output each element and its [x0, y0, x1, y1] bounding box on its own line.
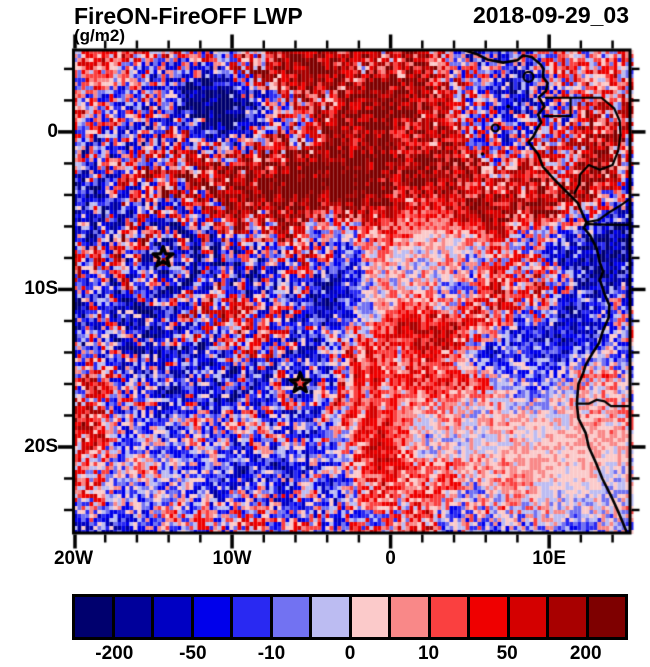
y-axis-tick-label: 10S [24, 278, 58, 300]
colorbar-cell [111, 597, 151, 637]
x-axis-tick-label: 0 [385, 548, 396, 569]
colorbar-cell [506, 597, 546, 637]
colorbar-cell [230, 597, 270, 637]
colorbar-cell [467, 597, 507, 637]
colorbar-cell [151, 597, 191, 637]
colorbar-cell [190, 597, 230, 637]
colorbar [72, 594, 628, 640]
colorbar-tick-label: 50 [496, 643, 518, 664]
x-axis-tick-label: 10E [532, 548, 567, 569]
colorbar-cell [309, 597, 349, 637]
colorbar-cell [348, 597, 388, 637]
colorbar-cell [75, 597, 112, 637]
colorbar-tick-label: 10 [417, 643, 440, 664]
plot-timestamp: 2018-09-29_03 [472, 2, 629, 28]
colorbar-tick-label: -10 [257, 643, 286, 664]
map-plot-canvas [0, 0, 650, 585]
marker-ascension-island [152, 246, 174, 268]
colorbar-cell [269, 597, 309, 637]
colorbar-cell [585, 597, 625, 637]
colorbar-tick-label: 0 [344, 643, 356, 664]
colorbar-cell [546, 597, 586, 637]
colorbar-tick-label: -200 [95, 643, 134, 664]
colorbar-cell [427, 597, 467, 637]
plot-title: FireON-FireOFF LWP [74, 3, 303, 29]
y-axis-tick-label: 20S [24, 435, 58, 457]
colorbar-cell [388, 597, 428, 637]
x-axis-tick-label: 10W [212, 548, 252, 569]
marker-st-helena [289, 372, 311, 394]
colorbar-tick-label: 200 [569, 643, 602, 664]
x-axis-tick-label: 20W [53, 548, 94, 569]
colorbar-tick-label: -50 [179, 643, 207, 664]
y-axis-tick-label: 0 [47, 120, 58, 142]
units-label: (g/m2) [74, 26, 125, 45]
